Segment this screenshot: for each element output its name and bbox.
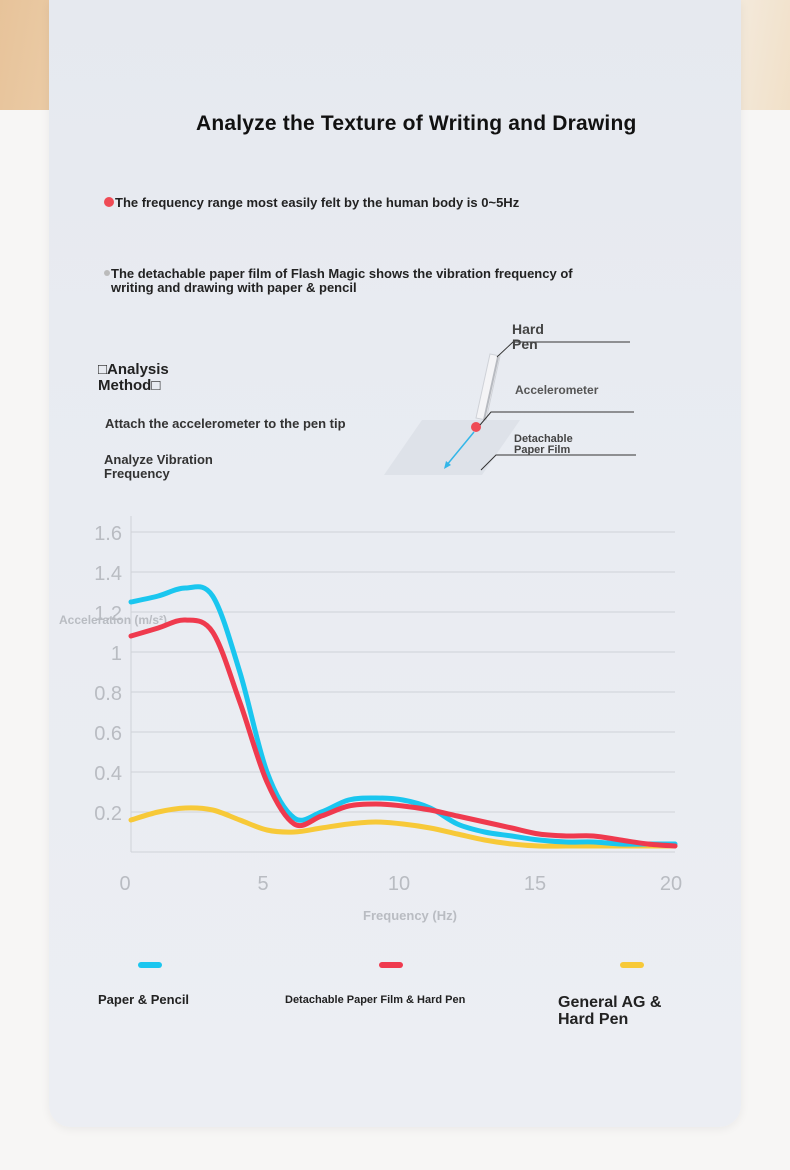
method-step-analyze: Analyze Vibration Frequency (104, 452, 213, 481)
analysis-method-title: □Analysis Method□ (98, 361, 169, 394)
method-step-attach: Attach the accelerometer to the pen tip (105, 416, 346, 431)
series-line-paper-pencil (128, 584, 678, 847)
legend-item-ag-hard-pen: General AG & Hard Pen (558, 994, 662, 1028)
info-human-frequency: The frequency range most easily felt by … (115, 195, 520, 210)
x-tick-label: 0 (119, 873, 130, 895)
y-tick-label: 1.4 (94, 563, 122, 585)
page-title: Analyze the Texture of Writing and Drawi… (196, 112, 637, 135)
accelerometer-label: Accelerometer (515, 383, 599, 397)
frequency-chart: 0.2 0.4 0.6 0.8 1 1.2 1.4 1.6 0 5 10 15 20 Accelerati… (59, 516, 682, 923)
y-axis-title: Acceleration (m/s²) (59, 613, 167, 627)
vibration-arrow-icon (445, 431, 475, 467)
y-tick-label: 0.2 (94, 803, 122, 825)
x-axis-title: Frequency (Hz) (363, 908, 457, 923)
pen-icon (475, 353, 501, 421)
x-tick-label: 15 (524, 873, 546, 895)
series-line-film-hard-pen (128, 617, 678, 849)
content-card (49, 0, 741, 1127)
x-tick-label: 10 (388, 873, 410, 895)
pen-diagram (384, 341, 636, 475)
film-leader-line (480, 454, 636, 471)
series-line-ag-hard-pen (128, 805, 678, 849)
accelerometer-icon (471, 422, 481, 432)
x-tick-label: 5 (257, 873, 268, 895)
legend-swatch (138, 962, 162, 968)
info-paper-film: The detachable paper film of Flash Magic… (111, 266, 573, 295)
paper-film-label: Detachable Paper Film (514, 433, 573, 456)
y-tick-label: 1.6 (94, 523, 122, 545)
red-bullet-icon (104, 197, 114, 207)
grey-bullet-icon (104, 270, 110, 276)
accelerometer-leader-line (479, 411, 634, 426)
legend-swatch (620, 962, 644, 968)
paper-film-shape (384, 420, 520, 475)
y-tick-label: 0.4 (94, 763, 122, 785)
pen-leader-line (496, 341, 630, 358)
y-tick-label: 0.6 (94, 723, 122, 745)
y-tick-label: 0.8 (94, 683, 122, 705)
x-tick-label: 20 (660, 873, 682, 895)
y-tick-label: 1 (111, 643, 122, 665)
hard-pen-label: Hard Pen (512, 321, 544, 352)
legend-item-paper-pencil: Paper & Pencil (98, 992, 190, 1007)
y-tick-label: 1.2 (94, 603, 122, 625)
legend-item-film-hard-pen: Detachable Paper Film & Hard Pen (285, 994, 466, 1006)
legend-swatch (379, 962, 403, 968)
